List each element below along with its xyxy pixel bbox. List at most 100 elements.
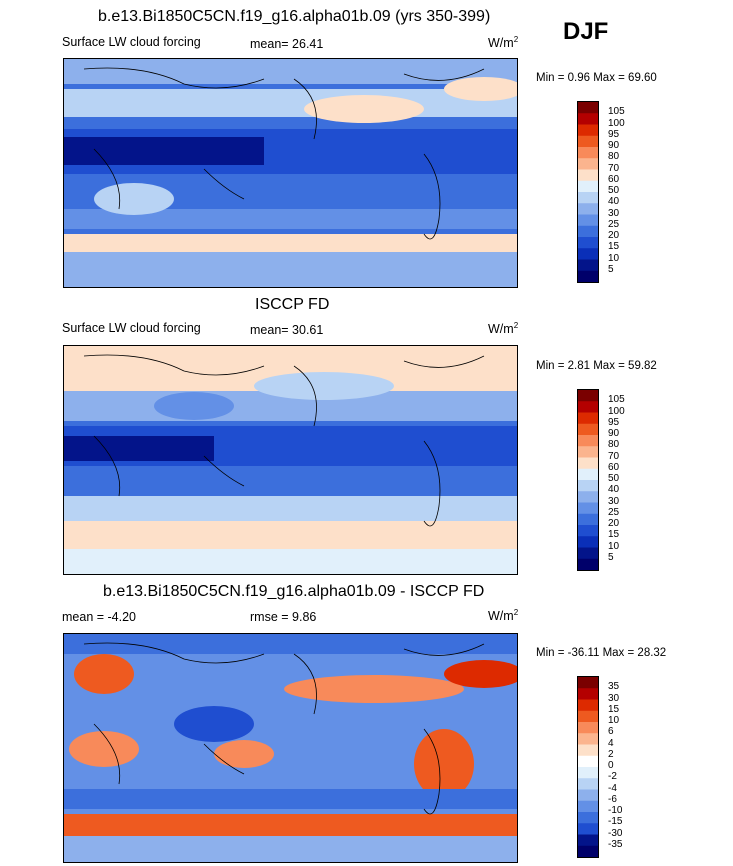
colorbar-tick-label: 10 [608, 252, 620, 264]
colorbar-tick-label: -10 [608, 805, 623, 816]
colorbar-swatch [578, 699, 598, 712]
panel2-left-label: Surface LW cloud forcing [62, 321, 201, 335]
colorbar-swatch [578, 270, 598, 283]
colorbar-tick-label: -4 [608, 782, 617, 794]
colorbar-tick-label: 70 [608, 162, 620, 174]
panel2-colorbar-box [577, 389, 599, 571]
colorbar-tick-label: 40 [608, 196, 620, 208]
colorbar-swatch [578, 435, 598, 447]
colorbar-tick-label: 100 [608, 405, 625, 417]
panel2-minmax: Min = 2.81 Max = 59.82 [536, 360, 657, 372]
colorbar-tick-label: 70 [608, 450, 620, 462]
colorbar-swatch [578, 113, 598, 125]
colorbar-tick-label: 15 [608, 703, 620, 715]
colorbar-swatch [578, 169, 598, 182]
colorbar-tick-label: 5 [608, 263, 614, 275]
colorbar-swatch [578, 423, 598, 436]
panel3-left-label: mean = -4.20 [62, 610, 137, 624]
colorbar-tick-label: 40 [608, 484, 620, 496]
colorbar-tick-label: 95 [608, 128, 620, 140]
panel3-title: b.e13.Bi1850C5CN.f19_g16.alpha01b.09 - I… [103, 583, 485, 600]
colorbar-tick-label: 25 [608, 218, 620, 230]
panel1-map [63, 58, 518, 288]
panel2-map [63, 345, 518, 575]
colorbar-tick-label: 20 [608, 230, 620, 241]
colorbar-swatch [578, 225, 598, 238]
colorbar-tick-label: 35 [608, 681, 620, 693]
panel1-center-label: mean= 26.41 [250, 37, 324, 51]
colorbar-tick-label: 105 [608, 394, 625, 406]
colorbar-tick-label: 60 [608, 173, 620, 185]
colorbar-swatch [578, 248, 598, 260]
colorbar-swatch [578, 755, 598, 768]
colorbar-tick-label: 50 [608, 185, 620, 196]
colorbar-swatch [578, 558, 598, 571]
colorbar-tick-label: 80 [608, 151, 620, 163]
colorbar-tick-label: 60 [608, 461, 620, 473]
colorbar-tick-label: -35 [608, 838, 623, 850]
colorbar-swatch [578, 834, 598, 847]
colorbar-tick-label: -6 [608, 793, 617, 805]
colorbar-swatch [578, 468, 598, 481]
colorbar-tick-label: 4 [608, 737, 614, 749]
colorbar-tick-label: 10 [608, 540, 620, 552]
colorbar-swatch [578, 135, 598, 148]
colorbar-tick-label: -30 [608, 827, 623, 839]
colorbar-swatch [578, 744, 598, 757]
colorbar-swatch [578, 767, 598, 779]
colorbar-tick-label: 90 [608, 140, 620, 151]
colorbar-swatch [578, 401, 598, 413]
colorbar-tick-label: 20 [608, 518, 620, 529]
colorbar-swatch [578, 778, 598, 790]
panel1-colorbar-box [577, 101, 599, 283]
colorbar-tick-label: 10 [608, 715, 620, 726]
colorbar-tick-label: 15 [608, 241, 620, 253]
colorbar-swatch [578, 203, 598, 215]
panel3-colorbar-box [577, 676, 599, 858]
panel2-title: ISCCP FD [255, 296, 330, 313]
colorbar-swatch [578, 722, 598, 734]
panel3-map-svg [64, 634, 517, 862]
colorbar-swatch [578, 102, 598, 114]
colorbar-swatch [578, 800, 598, 813]
panel3-minmax: Min = -36.11 Max = 28.32 [536, 647, 667, 659]
panel3-map [63, 633, 518, 863]
colorbar-tick-label: 2 [608, 748, 614, 760]
colorbar-swatch [578, 180, 598, 193]
panel1-minmax: Min = 0.96 Max = 69.60 [536, 72, 657, 84]
colorbar-swatch [578, 192, 598, 204]
colorbar-swatch [578, 446, 598, 458]
colorbar-tick-label: -2 [608, 771, 617, 783]
colorbar-tick-label: 5 [608, 551, 614, 563]
colorbar-swatch [578, 677, 598, 689]
colorbar-swatch [578, 502, 598, 515]
season-label: DJF [563, 18, 609, 45]
colorbar-swatch [578, 480, 598, 492]
colorbar-tick-label: 100 [608, 117, 625, 129]
panel2-center-label: mean= 30.61 [250, 323, 324, 337]
panel3-center-label: rmse = 9.86 [250, 610, 317, 624]
colorbar-swatch [578, 412, 598, 425]
colorbar-swatch [578, 513, 598, 526]
colorbar-swatch [578, 158, 598, 170]
colorbar-tick-label: 90 [608, 428, 620, 439]
colorbar-swatch [578, 147, 598, 159]
colorbar-swatch [578, 733, 598, 745]
panel3-units: W/m2 [488, 608, 519, 624]
colorbar-swatch [578, 536, 598, 548]
colorbar-tick-label: 105 [608, 106, 625, 118]
panel1-title: b.e13.Bi1850C5CN.f19_g16.alpha01b.09 (yr… [98, 8, 491, 25]
panel1-units: W/m2 [488, 35, 519, 51]
colorbar-swatch [578, 823, 598, 835]
colorbar-tick-label: 6 [608, 726, 614, 738]
colorbar-swatch [578, 124, 598, 137]
colorbar-swatch [578, 237, 598, 249]
colorbar-swatch [578, 525, 598, 537]
colorbar-tick-label: 30 [608, 692, 620, 704]
panel2-units: W/m2 [488, 321, 519, 337]
colorbar-swatch [578, 710, 598, 723]
panel1-map-svg [64, 59, 517, 287]
colorbar-tick-label: 25 [608, 506, 620, 518]
colorbar-swatch [578, 812, 598, 824]
colorbar-tick-label: 30 [608, 495, 620, 507]
